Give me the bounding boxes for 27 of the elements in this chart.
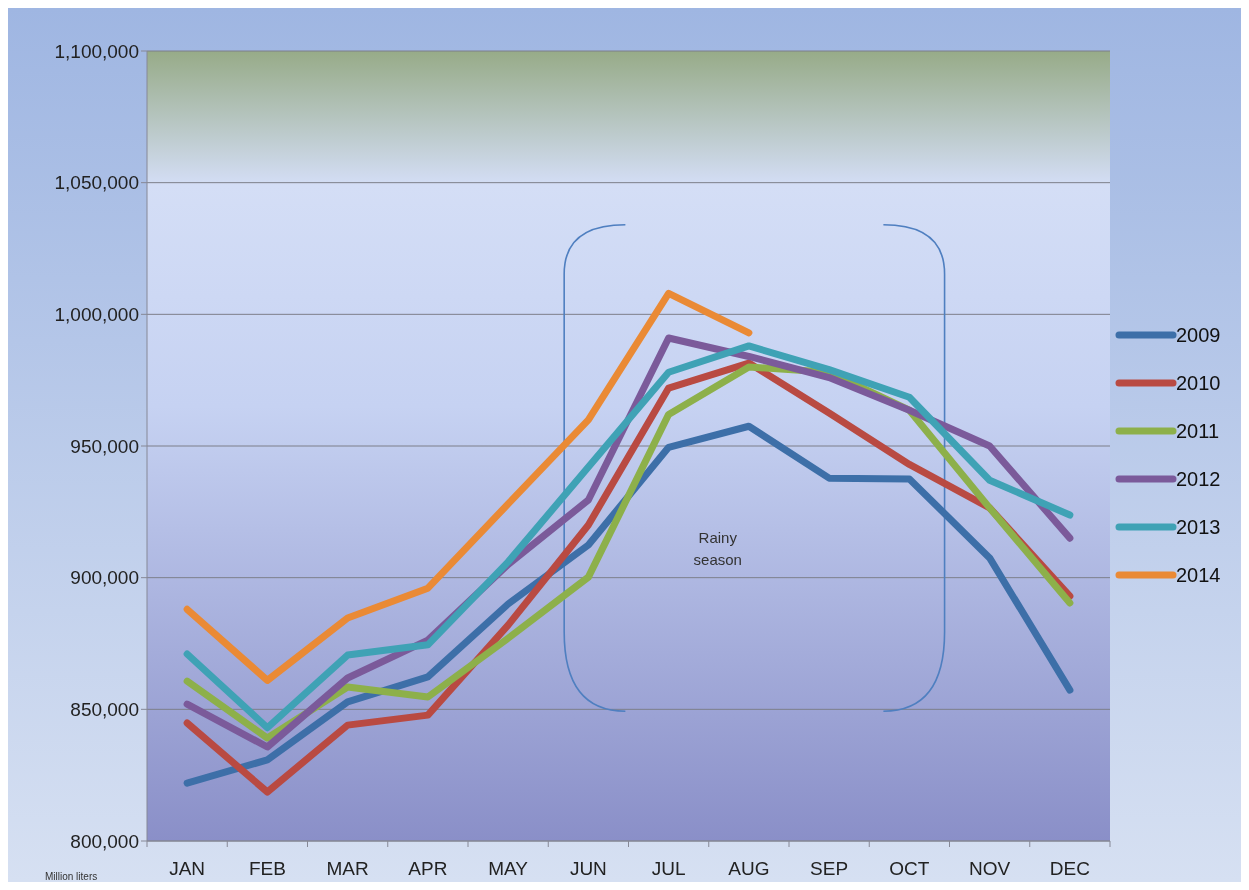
- x-tick-label: MAY: [488, 858, 529, 879]
- x-tick-label: MAR: [326, 858, 369, 879]
- legend-label: 2012: [1176, 468, 1221, 490]
- x-tick-label: APR: [408, 858, 448, 879]
- x-tick-label: AUG: [728, 858, 770, 879]
- x-tick-label: JUN: [569, 858, 607, 879]
- x-tick-label: JUL: [651, 858, 686, 879]
- y-tick-label: 900,000: [70, 567, 139, 589]
- y-tick-label: 1,050,000: [54, 172, 139, 194]
- legend-label: 2011: [1176, 420, 1220, 442]
- x-tick-label: JAN: [169, 858, 206, 879]
- x-tick-label: SEP: [810, 858, 849, 879]
- x-tick-label: OCT: [889, 858, 930, 879]
- y-tick-label: 950,000: [70, 435, 139, 457]
- x-tick-label: NOV: [969, 858, 1011, 879]
- annotation: Rainy season: [693, 529, 742, 568]
- legend-label: 2010: [1176, 372, 1221, 394]
- x-tick-label: FEB: [248, 858, 286, 879]
- y-tick-label: 1,000,000: [54, 303, 139, 325]
- y-tick-label: 800,000: [70, 830, 139, 852]
- y-tick-label: 1,100,000: [54, 40, 139, 62]
- legend-label: 2014: [1176, 564, 1221, 586]
- x-tick-label: DEC: [1049, 858, 1090, 879]
- text: Million liters: [45, 871, 98, 882]
- legend-label: 2013: [1176, 516, 1221, 538]
- legend-label: 2009: [1176, 324, 1221, 346]
- y-tick-label: 850,000: [70, 698, 139, 720]
